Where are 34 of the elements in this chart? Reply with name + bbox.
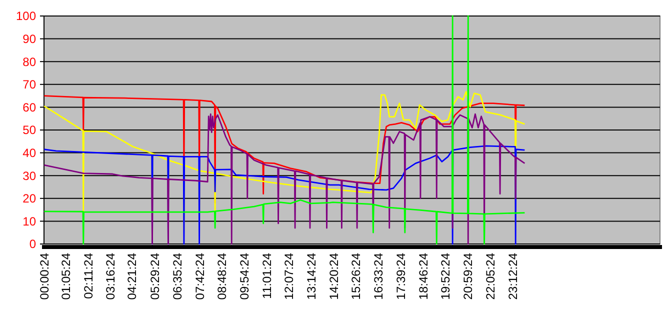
y-tick-label: 80 bbox=[22, 54, 36, 69]
x-tick-label: 17:39:24 bbox=[394, 252, 408, 300]
x-tick-label: 04:21:24 bbox=[125, 252, 140, 300]
x-tick-label: 16:33:24 bbox=[372, 252, 386, 300]
x-tick-label: 06:35:24 bbox=[170, 252, 184, 300]
y-tick-label: 40 bbox=[22, 146, 36, 160]
x-tick-label: 23:12:24 bbox=[506, 252, 520, 300]
x-tick-label: 12:07:24 bbox=[282, 252, 296, 300]
y-tick-label: 0 bbox=[29, 237, 36, 252]
y-tick-label: 70 bbox=[22, 78, 36, 92]
x-tick-label: 15:26:24 bbox=[349, 252, 364, 300]
x-tick-label: 14:20:24 bbox=[326, 252, 341, 300]
x-tick-label: 13:14:24 bbox=[304, 252, 319, 300]
y-tick-label: 90 bbox=[22, 32, 36, 46]
x-tick-label: 18:46:24 bbox=[416, 252, 430, 300]
x-tick-label: 02:11:24 bbox=[81, 252, 96, 299]
y-tick-label: 30 bbox=[22, 168, 36, 183]
x-tick-label: 00:00:24 bbox=[37, 252, 52, 300]
x-tick-label: 22:05:24 bbox=[483, 252, 498, 300]
x-tick-label: 03:16:24 bbox=[103, 252, 118, 300]
x-tick-label: 07:42:24 bbox=[192, 252, 207, 300]
y-tick-label: 20 bbox=[22, 192, 36, 206]
x-tick-label: 01:05:24 bbox=[59, 252, 74, 300]
y-tick-label: 60 bbox=[22, 100, 36, 114]
x-tick-label: 11:01:24 bbox=[260, 252, 274, 299]
x-tick-label: 20:59:24 bbox=[461, 252, 476, 300]
y-tick-label: 50 bbox=[22, 123, 36, 138]
x-tick-label: 08:48:24 bbox=[215, 252, 230, 300]
y-tick-label: 100 bbox=[16, 9, 36, 24]
x-tick-label: 19:52:24 bbox=[438, 252, 453, 300]
y-tick-label: 10 bbox=[22, 214, 36, 228]
line-series bbox=[43, 15, 526, 245]
x-tick-label: 05:29:24 bbox=[148, 252, 162, 300]
x-tick-label: 09:54:24 bbox=[237, 252, 252, 300]
